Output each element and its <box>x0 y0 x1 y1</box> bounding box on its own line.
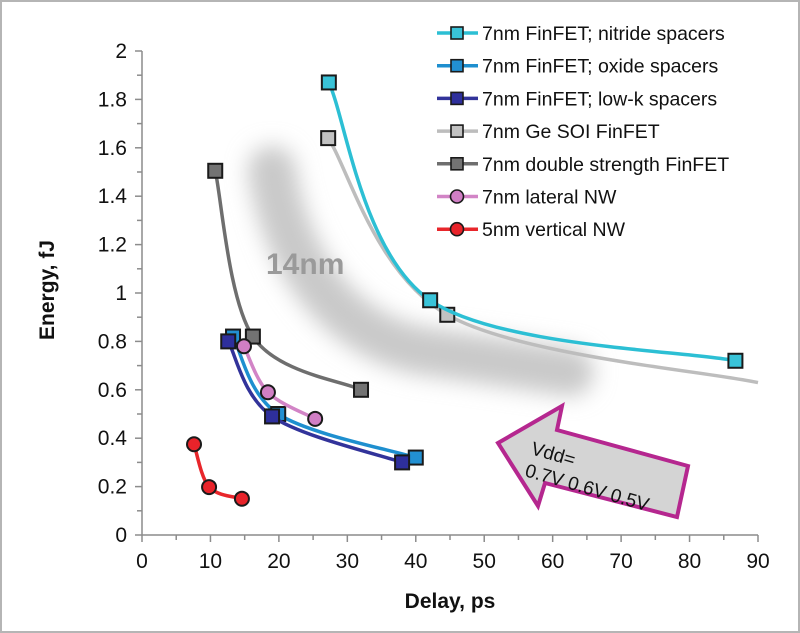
y-tick-label: 1.2 <box>98 234 127 257</box>
vdd-arrow-annotation: Vdd= 0.7V 0.6V 0.5V <box>495 402 691 520</box>
series-7nm-finfet-oxide-spacers <box>225 328 424 466</box>
data-point <box>201 479 218 496</box>
14nm-band <box>248 146 594 396</box>
legend-label: 7nm double strength FinFET <box>482 154 729 176</box>
data-point <box>244 328 261 345</box>
legend-item: 7nm FinFET; oxide spacers <box>437 56 719 78</box>
data-point <box>353 381 370 398</box>
legend-item: 7nm FinFET; low-k spacers <box>437 88 717 110</box>
y-axis-title: Energy, fJ <box>36 240 59 340</box>
x-tick-label: 90 <box>746 550 769 573</box>
series-7nm-lateral-nw <box>235 338 324 427</box>
legend-item: 7nm lateral NW <box>437 187 617 209</box>
data-point <box>407 449 424 466</box>
y-tick-label: 0.4 <box>98 427 128 450</box>
y-tick-label: 0.2 <box>98 476 127 499</box>
legend-swatch-marker <box>449 221 465 237</box>
y-tick-label: 0.6 <box>98 379 127 402</box>
series-line <box>192 443 243 501</box>
legend-swatch-marker <box>450 91 464 106</box>
legend-label: 7nm FinFET; nitride spacers <box>482 23 725 45</box>
y-tick-label: 1.8 <box>98 88 127 111</box>
legend-swatch-marker <box>450 157 464 171</box>
legend-item: 7nm FinFET; nitride spacers <box>437 23 725 45</box>
data-point <box>422 292 439 309</box>
y-tick-label: 0.8 <box>98 330 127 353</box>
x-tick-label: 40 <box>404 550 427 573</box>
y-tick-label: 1.6 <box>98 137 127 160</box>
legend-swatch-marker <box>450 58 464 73</box>
data-point <box>320 130 337 147</box>
data-point <box>207 162 224 179</box>
data-point <box>220 333 237 350</box>
legend-label: 7nm FinFET; low-k spacers <box>482 88 717 110</box>
series-5nm-vertical-nw <box>186 436 250 507</box>
legend-swatch-marker <box>450 26 464 40</box>
legend-label: 7nm Ge SOI FinFET <box>482 121 660 143</box>
x-tick-label: 70 <box>609 550 632 573</box>
data-point <box>394 454 411 471</box>
x-tick-label: 30 <box>336 550 359 573</box>
data-point <box>320 74 337 91</box>
y-tick-label: 0 <box>115 524 127 547</box>
y-tick-label: 2 <box>115 40 127 63</box>
vdd-arrow <box>495 402 691 520</box>
legend-item: 5nm vertical NW <box>437 219 626 241</box>
x-tick-label: 80 <box>678 550 701 573</box>
legend-label: 7nm lateral NW <box>482 187 617 209</box>
data-point <box>235 338 252 355</box>
x-axis-title: Delay, ps <box>405 590 496 613</box>
y-tick-label: 1.4 <box>98 185 128 208</box>
legend-label: 7nm FinFET; oxide spacers <box>482 56 719 78</box>
series-7nm-double-strength-finfet <box>207 162 370 398</box>
x-tick-label: 0 <box>136 550 148 573</box>
data-point <box>264 408 281 425</box>
legend-label: 5nm vertical NW <box>482 219 626 241</box>
y-tick-label: 1 <box>115 282 127 305</box>
legend-swatch-marker <box>449 189 465 204</box>
legend-item: 7nm double strength FinFET <box>437 154 729 176</box>
data-point <box>727 352 744 369</box>
series-7nm-finfet-low-k-spacers <box>220 333 411 471</box>
series-7nm-finfet-nitride-spacers <box>320 74 744 369</box>
x-tick-label: 50 <box>473 550 496 573</box>
legend-swatch-marker <box>450 124 464 138</box>
data-point <box>186 436 203 453</box>
x-tick-label: 20 <box>267 550 290 573</box>
legend-item: 7nm Ge SOI FinFET <box>437 121 660 143</box>
data-point <box>307 410 324 427</box>
legend: 7nm FinFET; nitride spacers 7nm FinFET; o… <box>437 23 729 241</box>
data-point <box>259 384 276 401</box>
x-tick-label: 10 <box>199 550 222 573</box>
x-tick-label: 60 <box>541 550 564 573</box>
data-point <box>233 490 250 507</box>
14nm-band-label: 14nm <box>266 248 344 281</box>
